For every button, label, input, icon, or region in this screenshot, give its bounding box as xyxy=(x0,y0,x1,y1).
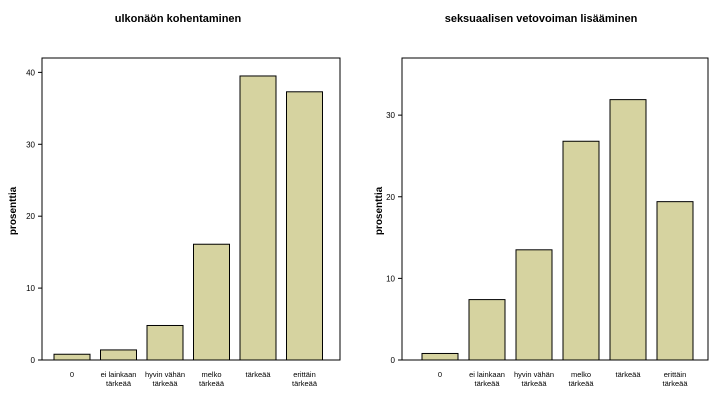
bar-0 xyxy=(53,353,91,361)
y-tick-label: 20 xyxy=(26,212,35,221)
bar-5 xyxy=(656,201,694,361)
bars xyxy=(53,75,323,361)
x-tick-label: erittäin tärkeää xyxy=(292,370,318,388)
bar-1 xyxy=(468,299,506,361)
y-tick-label: 30 xyxy=(26,140,35,149)
chart-ulkonaon-kohentaminen: ulkonäön kohentaminen prosenttia 0 10 20 30… xyxy=(8,13,341,388)
y-tick-label: 10 xyxy=(386,274,395,283)
bar-2 xyxy=(146,324,184,361)
bar-4 xyxy=(609,99,647,361)
chart-seksuaalisen-vetovoiman-lisaaminen: seksuaalisen vetovoiman lisääminen prose… xyxy=(374,13,709,388)
y-ticks: 0 10 20 30 xyxy=(386,111,402,365)
bar-0 xyxy=(421,352,459,361)
x-tick-label: 0 xyxy=(438,370,442,379)
x-tick-labels: 0 ei lainkaan tärkeää hyvin vähän tärkeää mel… xyxy=(70,370,318,388)
x-tick-label: ei lainkaan tärkeää xyxy=(101,370,137,388)
x-tick-label: tärkeää xyxy=(615,370,641,379)
bar-4 xyxy=(239,75,277,361)
bar-1 xyxy=(100,349,137,361)
x-tick-label: hyvin vähän tärkeää xyxy=(145,370,185,388)
x-tick-label: melko tärkeää xyxy=(568,370,594,388)
y-tick-label: 40 xyxy=(26,68,35,77)
x-tick-label: ei lainkaan tärkeää xyxy=(469,370,505,388)
y-ticks: 0 10 20 30 40 xyxy=(26,68,42,365)
y-tick-label: 0 xyxy=(391,356,396,365)
chart-title: seksuaalisen vetovoiman lisääminen xyxy=(445,13,638,25)
bar-3 xyxy=(562,140,600,361)
y-tick-label: 30 xyxy=(386,111,395,120)
bar-5 xyxy=(286,91,323,361)
y-axis-label: prosenttia xyxy=(374,186,385,235)
y-tick-label: 20 xyxy=(386,193,395,202)
plot-frame xyxy=(41,57,341,361)
plot-frame xyxy=(401,57,709,361)
bars xyxy=(421,99,694,361)
y-axis-label: prosenttia xyxy=(8,186,19,235)
y-tick-label: 10 xyxy=(26,284,35,293)
x-tick-label: 0 xyxy=(70,370,74,379)
x-tick-label: tärkeää xyxy=(245,370,271,379)
chart-title: ulkonäön kohentaminen xyxy=(115,13,242,25)
bar-3 xyxy=(193,243,230,361)
x-tick-label: erittäin tärkeää xyxy=(662,370,688,388)
y-tick-label: 0 xyxy=(31,356,36,365)
x-tick-label: melko tärkeää xyxy=(199,370,225,388)
x-tick-label: hyvin vähän tärkeää xyxy=(514,370,554,388)
x-tick-labels: 0 ei lainkaan tärkeää hyvin vähän tärkeää mel… xyxy=(438,370,688,388)
bar-2 xyxy=(515,249,553,361)
